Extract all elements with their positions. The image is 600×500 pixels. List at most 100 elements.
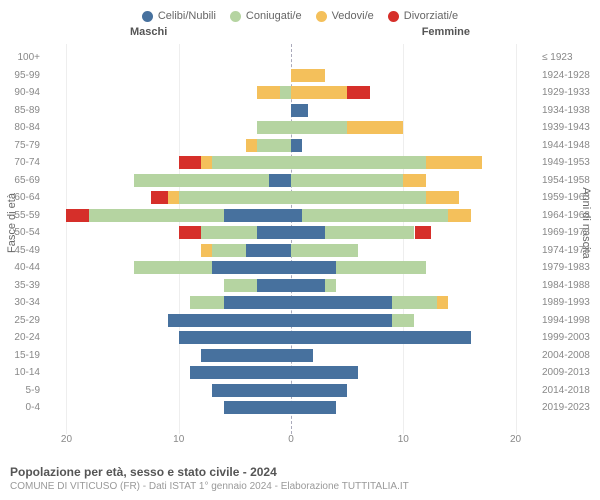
pyramid-row [44,138,538,155]
bar-segment-male [179,191,291,204]
birth-year-label: 1954-1958 [542,175,590,186]
male-half [44,173,291,190]
age-label: 100+ [0,52,40,63]
female-half [291,208,538,225]
age-label: 60-64 [0,192,40,203]
pyramid-row [44,260,538,277]
bar-segment-male [168,191,179,204]
bar-segment-male [201,226,257,239]
chart-title: Popolazione per età, sesso e stato civil… [10,465,590,479]
bar-segment-female [415,226,432,239]
bar-segment-female [291,314,392,327]
female-half [291,348,538,365]
male-half [44,50,291,67]
bar-segment-male [201,244,212,257]
male-half [44,208,291,225]
bar-segment-female [291,296,392,309]
legend-item: Celibi/Nubili [142,10,216,22]
bar-segment-male [224,209,291,222]
male-half [44,365,291,382]
female-half [291,173,538,190]
age-label: 55-59 [0,210,40,221]
bar-segment-male [246,244,291,257]
pyramid-row [44,400,538,417]
male-half [44,68,291,85]
age-label: 90-94 [0,87,40,98]
female-half [291,383,538,400]
legend-label: Coniugati/e [246,10,302,22]
legend-label: Divorziati/e [404,10,458,22]
birth-year-label: 2004-2008 [542,350,590,361]
bar-segment-female [291,86,347,99]
bar-segment-male [201,349,291,362]
legend: Celibi/Nubili Coniugati/e Vedovi/e Divorzia… [0,0,600,26]
birth-year-label: 1944-1948 [542,140,590,151]
bar-segment-male [212,261,291,274]
birth-year-label: 1994-1998 [542,315,590,326]
legend-item: Vedovi/e [316,10,374,22]
age-label: 45-49 [0,245,40,256]
pyramid-row [44,155,538,172]
bar-segment-female [291,366,358,379]
birth-year-label: 1999-2003 [542,332,590,343]
right-axis: Anni di nascita ≤ 19231924-19281929-1933… [538,44,600,434]
female-half [291,225,538,242]
population-pyramid-chart: Fasce di età 100+95-9990-9485-8980-8475-… [0,44,600,434]
age-label: 35-39 [0,280,40,291]
age-label: 85-89 [0,105,40,116]
chart-footer: Popolazione per età, sesso e stato civil… [10,465,590,492]
bar-segment-female [291,139,302,152]
chart-subtitle: COMUNE DI VITICUSO (FR) - Dati ISTAT 1° … [10,481,590,492]
bar-segment-female [291,349,313,362]
bar-segment-female [392,296,437,309]
bar-segment-female [403,174,425,187]
bar-segment-male [179,331,291,344]
bar-segment-male [190,366,291,379]
pyramid-row [44,365,538,382]
bar-segment-male [246,139,257,152]
male-half [44,243,291,260]
bar-segment-female [291,104,308,117]
pyramid-row [44,383,538,400]
age-label: 15-19 [0,350,40,361]
bar-segment-female [347,86,369,99]
birth-year-label: 1969-1973 [542,227,590,238]
age-label: 25-29 [0,315,40,326]
female-half [291,313,538,330]
age-label: 80-84 [0,122,40,133]
male-half [44,278,291,295]
bar-segment-male [134,261,213,274]
female-half [291,400,538,417]
pyramid-row [44,68,538,85]
bar-segment-male [257,226,291,239]
birth-year-label: 2014-2018 [542,385,590,396]
legend-swatch [142,11,153,22]
male-half [44,330,291,347]
bar-segment-female [347,121,403,134]
birth-year-label: 1979-1983 [542,262,590,273]
pyramid-row [44,208,538,225]
bar-segment-female [392,314,414,327]
female-half [291,330,538,347]
birth-year-label: 1949-1953 [542,157,590,168]
bar-segment-female [448,209,470,222]
female-half [291,85,538,102]
female-half [291,278,538,295]
bar-segment-female [291,279,325,292]
female-half [291,260,538,277]
male-half [44,225,291,242]
bar-segment-male [257,139,291,152]
female-half [291,50,538,67]
bar-segment-female [291,244,358,257]
legend-label: Celibi/Nubili [158,10,216,22]
age-label: 50-54 [0,227,40,238]
bar-segment-male [224,296,291,309]
bar-segment-male [224,401,291,414]
bar-segment-male [212,156,291,169]
bar-segment-male [280,86,291,99]
bar-segment-female [291,121,347,134]
bar-segment-male [201,156,212,169]
plot-area [44,44,538,434]
bar-segment-female [291,156,426,169]
birth-year-label: 2009-2013 [542,367,590,378]
